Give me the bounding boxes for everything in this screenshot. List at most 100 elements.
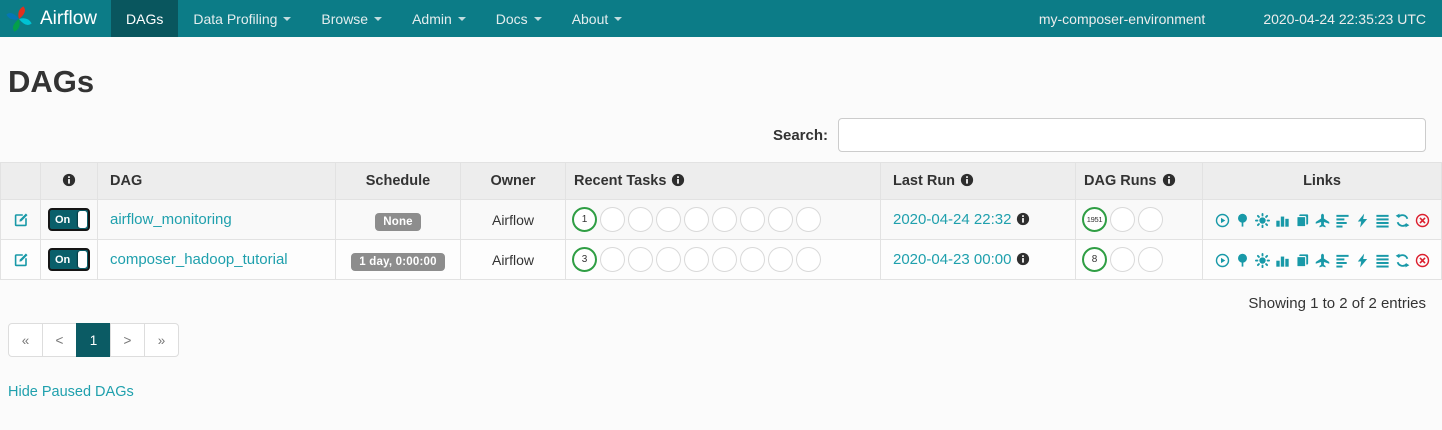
dag-runs-circle [1138,207,1163,232]
pagination-last[interactable]: » [144,323,179,357]
task-status-circle [740,207,765,232]
trigger-dag-icon[interactable] [1215,253,1230,268]
task-status-circle [600,247,625,272]
chevron-down-icon [457,16,466,21]
last-run-link[interactable]: 2020-04-24 22:32 [893,211,1012,228]
header-recent-tasks: Recent Tasks [565,162,881,200]
info-icon [1016,212,1030,226]
edit-dag-icon[interactable] [13,211,29,227]
airflow-logo-icon [6,5,32,32]
task-count-circle[interactable]: 3 [572,247,597,272]
delete-dag-icon[interactable] [1415,253,1430,268]
refresh-icon[interactable] [1395,253,1410,268]
tree-view-icon[interactable] [1235,253,1250,268]
airflow-brand[interactable]: Airflow [0,0,111,37]
header-links: Links [1202,162,1442,200]
header-dag: DAG [97,162,336,200]
nav-item-docs[interactable]: Docs [481,0,557,37]
header-dag-runs: DAG Runs [1075,162,1203,200]
pagination-first[interactable]: « [8,323,43,357]
task-status-circle [768,207,793,232]
pagination: « < 1 > » [8,323,179,357]
dag-runs-circle [1138,247,1163,272]
dag-runs-circle [1110,247,1135,272]
chevron-down-icon [614,16,623,21]
chevron-down-icon [374,16,383,21]
header-blank [0,162,41,200]
dag-link[interactable]: composer_hadoop_tutorial [110,251,288,268]
pagination-next[interactable]: > [110,323,145,357]
dag-link[interactable]: airflow_monitoring [110,211,232,228]
task-duration-icon[interactable] [1275,213,1290,228]
task-count-circle[interactable]: 1 [572,207,597,232]
code-view-icon[interactable] [1355,213,1370,228]
navbar: Airflow DAGs Data Profiling Browse Admin… [0,0,1442,37]
task-status-circle [712,247,737,272]
task-status-circle [740,247,765,272]
task-status-circle [796,207,821,232]
code-view-icon[interactable] [1355,253,1370,268]
last-run-link[interactable]: 2020-04-23 00:00 [893,251,1012,268]
graph-view-icon[interactable] [1255,253,1270,268]
task-status-circle [656,247,681,272]
pagination-page-1[interactable]: 1 [76,323,111,357]
edit-dag-icon[interactable] [13,251,29,267]
table-row: On airflow_monitoring None Airflow 1 202… [0,199,1442,240]
info-icon [1016,252,1030,266]
owner-label: Airflow [491,251,534,268]
task-status-circle [712,207,737,232]
task-tries-icon[interactable] [1295,253,1310,268]
task-instances-icon[interactable] [1375,213,1390,228]
brand-label: Airflow [40,7,98,29]
landing-times-icon[interactable] [1315,253,1330,268]
utc-clock: 2020-04-24 22:35:23 UTC [1263,10,1426,27]
info-icon [671,173,685,187]
table-row: On composer_hadoop_tutorial 1 day, 0:00:… [0,239,1442,280]
pagination-prev[interactable]: < [42,323,77,357]
dag-runs-circle[interactable]: 1951 [1082,207,1107,232]
task-status-circle [796,247,821,272]
schedule-badge[interactable]: 1 day, 0:00:00 [351,252,445,271]
task-instances-icon[interactable] [1375,253,1390,268]
gantt-view-icon[interactable] [1335,213,1350,228]
task-tries-icon[interactable] [1295,213,1310,228]
refresh-icon[interactable] [1395,213,1410,228]
header-info [40,162,98,200]
task-status-circle [768,247,793,272]
landing-times-icon[interactable] [1315,213,1330,228]
graph-view-icon[interactable] [1255,213,1270,228]
dag-pause-toggle[interactable]: On [48,248,90,271]
toggle-label: On [55,213,71,226]
nav-item-dags[interactable]: DAGs [111,0,179,37]
trigger-dag-icon[interactable] [1215,213,1230,228]
gantt-view-icon[interactable] [1335,253,1350,268]
entries-info: Showing 1 to 2 of 2 entries [1248,295,1426,312]
info-icon [1162,173,1176,187]
owner-label: Airflow [491,211,534,228]
toggle-knob [78,251,87,268]
header-schedule: Schedule [335,162,461,200]
task-status-circle [684,207,709,232]
header-owner: Owner [460,162,566,200]
info-icon [62,173,76,187]
tree-view-icon[interactable] [1235,213,1250,228]
dag-runs-circle[interactable]: 8 [1082,247,1107,272]
header-last-run: Last Run [880,162,1076,200]
hide-paused-dags-link[interactable]: Hide Paused DAGs [8,384,134,400]
task-status-circle [684,247,709,272]
task-status-circle [656,207,681,232]
nav-item-admin[interactable]: Admin [397,0,481,37]
delete-dag-icon[interactable] [1415,213,1430,228]
search-label: Search: [772,126,828,144]
task-duration-icon[interactable] [1275,253,1290,268]
table-header-row: DAG Schedule Owner Recent Tasks Last Run… [0,162,1442,200]
dag-runs-circle [1110,207,1135,232]
environment-name: my-composer-environment [1038,10,1206,27]
schedule-badge[interactable]: None [375,212,421,231]
dag-pause-toggle[interactable]: On [48,208,90,231]
page-title: DAGs [8,64,95,99]
nav-item-data-profiling[interactable]: Data Profiling [178,0,306,37]
nav-item-about[interactable]: About [557,0,638,37]
search-input[interactable] [838,118,1426,152]
nav-item-browse[interactable]: Browse [306,0,397,37]
